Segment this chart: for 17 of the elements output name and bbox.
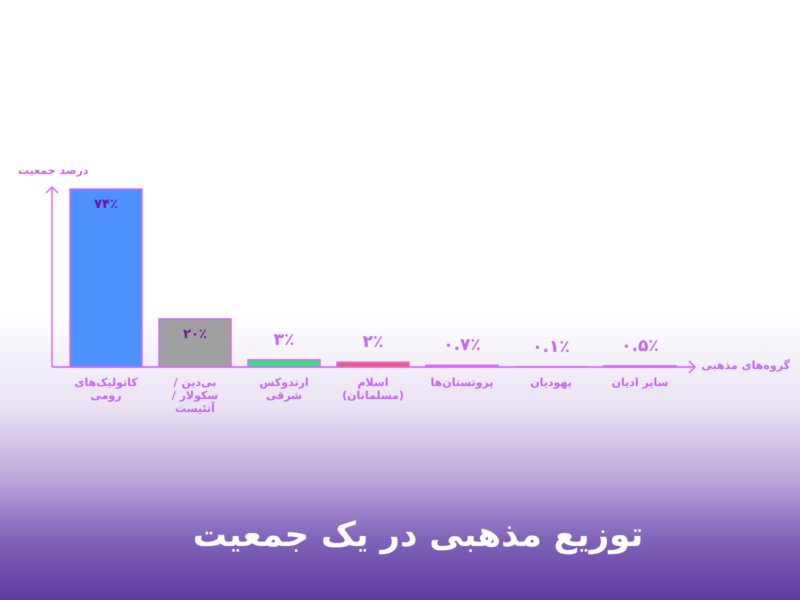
text: توزیع مذهبی در یک جمعیت [192,515,644,555]
data-label: ۰.۷٪ [442,335,482,356]
data-label: ۲٪ [362,332,384,352]
data-label: ۰.۵٪ [620,336,660,356]
x-tick-label: یهودیان [529,376,573,389]
x-tick-label: سایر ادیان [610,376,670,389]
x-tick-label: بی‌دین / سکولار / آتئیست [170,376,220,415]
x-tick-label: ارتدوکس شرقی [258,376,310,402]
x-tick-label: کاتولیک‌های رومی [73,376,139,402]
data-label: ۳٪ [272,330,296,350]
data-label: ۲۰٪ [182,326,208,342]
x-tick-label: پروتستان‌ها [430,376,494,389]
x-axis-title: گروه‌های مذهبی [700,359,790,372]
y-axis-title: درصد جمعیت [18,164,90,177]
data-label: ۰.۱٪ [531,336,571,357]
x-tick-label: اسلام (مسلمانان) [341,376,405,402]
data-label: ۷۴٪ [93,197,119,212]
